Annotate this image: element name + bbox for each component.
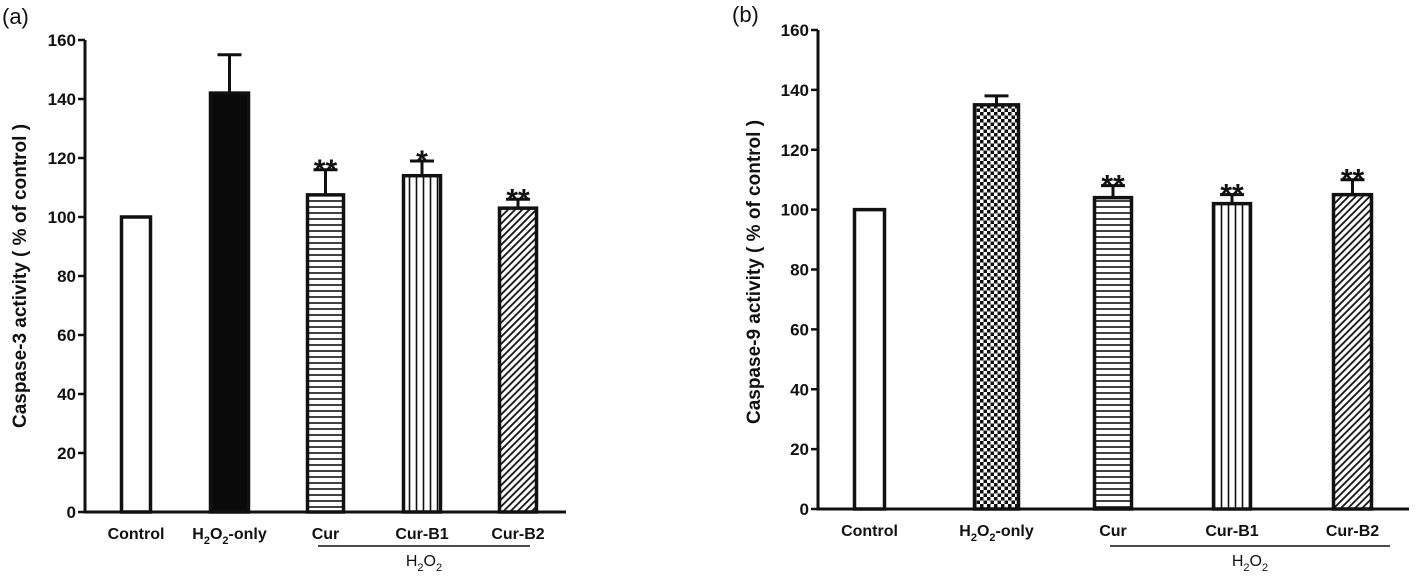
x-tick-label: Cur: [312, 526, 340, 543]
significance-label: **: [314, 154, 338, 187]
x-tick-label: Cur-B1: [1205, 523, 1258, 540]
x-tick-label: Cur-B2: [491, 526, 544, 543]
y-tick-label: 0: [67, 503, 76, 522]
panel-label: (a): [2, 4, 29, 29]
y-tick-label: 140: [781, 81, 809, 100]
x-tick-label: Cur-B1: [395, 526, 448, 543]
x-tick-label: H2O2-only: [192, 526, 267, 547]
bar: [401, 173, 443, 514]
y-tick-label: 140: [48, 90, 76, 109]
y-tick-label: 160: [781, 21, 809, 40]
bar: [1331, 192, 1374, 511]
group-bracket: H2O2: [1110, 545, 1390, 574]
y-tick-label: 0: [800, 500, 809, 519]
bracket-label: H2O2: [1232, 553, 1268, 574]
bar: [1211, 201, 1253, 511]
bar: [972, 103, 1021, 511]
y-tick-label: 20: [790, 440, 809, 459]
bars: ** ***: [119, 53, 539, 514]
x-tick-label: Cur-B2: [1326, 523, 1379, 540]
significance-label: *: [416, 145, 428, 178]
y-tick-label: 80: [57, 267, 76, 286]
bracket-label: H2O2: [406, 553, 442, 574]
significance-label: **: [1220, 179, 1244, 212]
significance-label: **: [1341, 164, 1365, 197]
chart-panel-a: (a) Caspase-3 activity ( % of control ) …: [2, 4, 566, 574]
y-tick-label: 40: [57, 385, 76, 404]
y-axis-label: Caspase-3 activity ( % of control ): [10, 124, 31, 428]
y-tick-label: 60: [57, 326, 76, 345]
y-tick-label: 100: [48, 208, 76, 227]
x-tick-labels: Control H2O2-only Cur Cur-B1 Cur-B2: [841, 523, 1379, 544]
y-tick-label: 120: [781, 141, 809, 160]
bar: [305, 193, 346, 514]
bar: [119, 215, 153, 514]
x-tick-label: Control: [108, 526, 165, 543]
y-tick-label: 160: [48, 31, 76, 50]
bars: ** ** **: [852, 94, 1374, 511]
significance-label: **: [506, 183, 530, 216]
y-tick-label: 60: [790, 320, 809, 339]
y-ticks: 0 20 40 60 80 100 120 140 160: [48, 31, 85, 522]
y-tick-label: 100: [781, 201, 809, 220]
x-tick-label: Control: [841, 523, 898, 540]
bar: [852, 207, 887, 511]
group-bracket: H2O2: [318, 545, 530, 574]
y-ticks: 0 20 40 60 80 100 120 140 160: [781, 21, 818, 519]
bar: [1092, 195, 1134, 511]
x-tick-label: Cur: [1099, 523, 1127, 540]
x-tick-labels: Control H2O2-only Cur Cur-B1 Cur-B2: [108, 526, 545, 547]
bar: [208, 91, 251, 514]
y-tick-label: 80: [790, 261, 809, 280]
y-tick-label: 20: [57, 444, 76, 463]
y-tick-label: 120: [48, 149, 76, 168]
y-tick-label: 40: [790, 380, 809, 399]
x-tick-label: H2O2-only: [959, 523, 1034, 544]
significance-label: **: [1101, 170, 1125, 203]
chart-panel-b: (b) Caspase-9 activity ( % of control ) …: [732, 2, 1409, 574]
bar: [497, 206, 539, 514]
y-axis-label: Caspase-9 activity ( % of control ): [744, 120, 765, 424]
panel-label: (b): [732, 2, 759, 27]
